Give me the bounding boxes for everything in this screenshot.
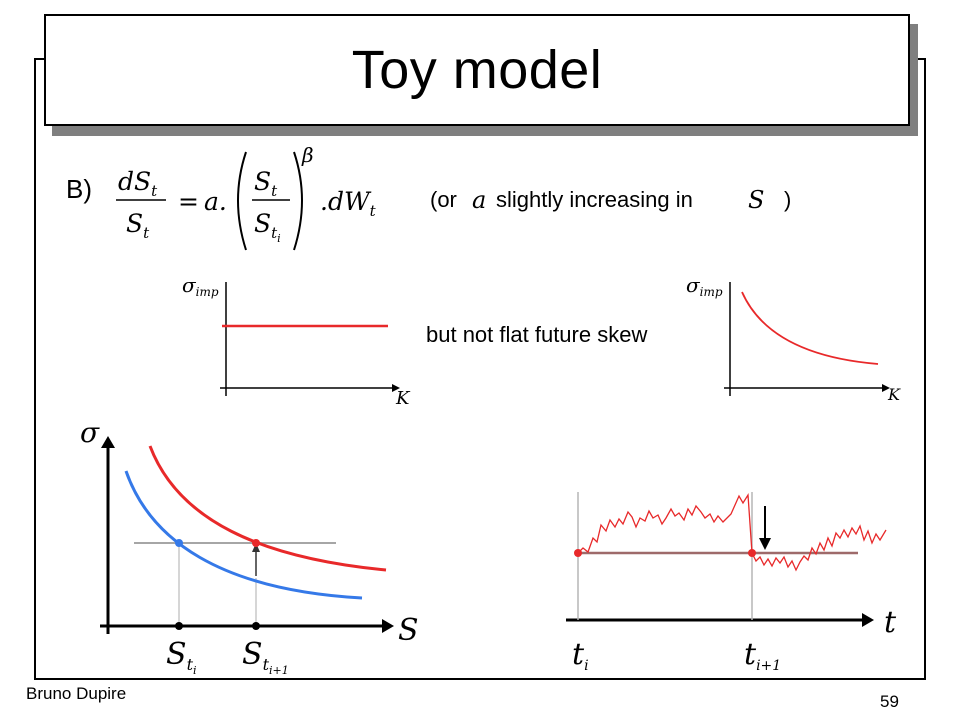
eq-inner-den: Sti [254,209,281,245]
eq-exponent: β [301,143,314,167]
section-label: B) [66,174,92,204]
lv-red-curve [148,445,387,572]
flat-y-label: σimp [182,273,219,299]
lv-blue-curve [124,470,363,600]
note-s-symbol: S [748,186,764,214]
note-open: (or [430,187,457,212]
path-label-ti: ti [572,637,589,674]
note-middle: slightly increasing in [496,187,693,212]
skew-x-arrow [882,384,890,392]
path-chart: t ti ti+1 [566,492,897,674]
page-number: 59 [880,692,899,711]
footer-author: Bruno Dupire [26,684,127,703]
skew-y-label: σimp [686,273,723,299]
path-x-arrow [862,613,874,627]
flat-skew-chart: σimp K [182,273,411,409]
lv-blue-dot [175,539,183,547]
eq-left-paren [237,151,247,251]
path-dot-ti [574,549,582,557]
note-a-symbol: a [472,186,486,214]
eq-a-dot: a. [204,187,227,216]
eq-num: dSt [118,167,158,200]
title-box: Toy model [44,14,910,126]
path-drop-arrow-head [759,538,771,550]
eq-den: St [126,209,150,242]
flat-x-label: K [395,388,411,409]
local-vol-chart: σ S Sti Sti+1 [80,416,419,677]
skew-x-label: K [887,385,901,404]
eq-equals: = [178,187,199,216]
skew-chart: σimp K [686,273,901,404]
path-label-ti1: ti+1 [744,637,781,674]
path-dot-ti1 [748,549,756,557]
lv-label-sti1: Sti+1 [242,637,289,677]
lv-tick-ti1 [252,622,260,630]
equation: dSt St = a. St Sti β .dWt [116,143,377,251]
lv-shift-arrow-head [252,543,260,552]
lv-y-arrow [101,436,115,448]
flat-skew-note: but not flat future skew [426,322,648,347]
eq-right-paren [293,151,303,251]
lv-tick-ti [175,622,183,630]
skew-vol-curve [741,291,879,365]
lv-red-dot [252,539,260,547]
lv-x-arrow [382,619,394,633]
lv-x-label: S [398,613,419,648]
path-x-label: t [884,605,897,640]
note-close: ) [784,187,791,212]
eq-dw: .dWt [320,187,377,220]
path-segment-2 [751,524,887,572]
path-segment-1 [577,492,753,554]
slide-title: Toy model [351,40,603,100]
flat-x-arrow [392,384,400,392]
eq-inner-num: St [254,167,278,200]
lv-label-sti: Sti [166,637,197,677]
lv-y-label: σ [80,416,100,449]
